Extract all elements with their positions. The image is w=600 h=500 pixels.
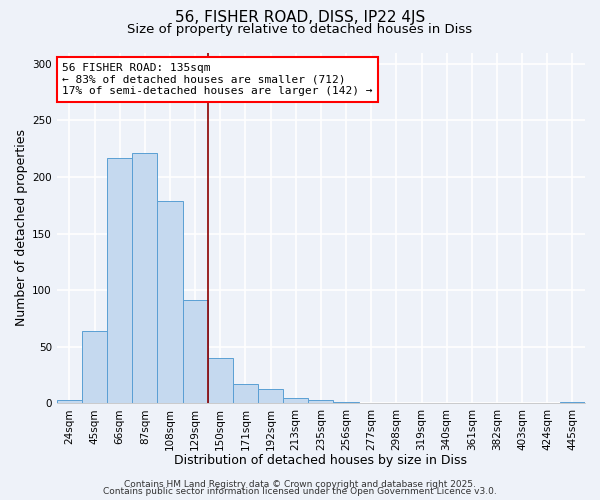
Bar [157, 201, 182, 404]
Bar [107, 158, 132, 404]
Text: 56 FISHER ROAD: 135sqm
← 83% of detached houses are smaller (712)
17% of semi-de: 56 FISHER ROAD: 135sqm ← 83% of detached… [62, 63, 373, 96]
Text: Contains HM Land Registry data © Crown copyright and database right 2025.: Contains HM Land Registry data © Crown c… [124, 480, 476, 489]
X-axis label: Distribution of detached houses by size in Diss: Distribution of detached houses by size … [175, 454, 467, 468]
Bar [208, 358, 233, 404]
Y-axis label: Number of detached properties: Number of detached properties [15, 130, 28, 326]
Bar [308, 400, 334, 404]
Bar [233, 384, 258, 404]
Bar [57, 400, 82, 404]
Text: Contains public sector information licensed under the Open Government Licence v3: Contains public sector information licen… [103, 487, 497, 496]
Bar [182, 300, 208, 404]
Bar [258, 388, 283, 404]
Bar [132, 153, 157, 404]
Bar [334, 402, 359, 404]
Text: 56, FISHER ROAD, DISS, IP22 4JS: 56, FISHER ROAD, DISS, IP22 4JS [175, 10, 425, 25]
Text: Size of property relative to detached houses in Diss: Size of property relative to detached ho… [127, 22, 473, 36]
Bar [283, 398, 308, 404]
Bar [82, 331, 107, 404]
Bar [560, 402, 585, 404]
